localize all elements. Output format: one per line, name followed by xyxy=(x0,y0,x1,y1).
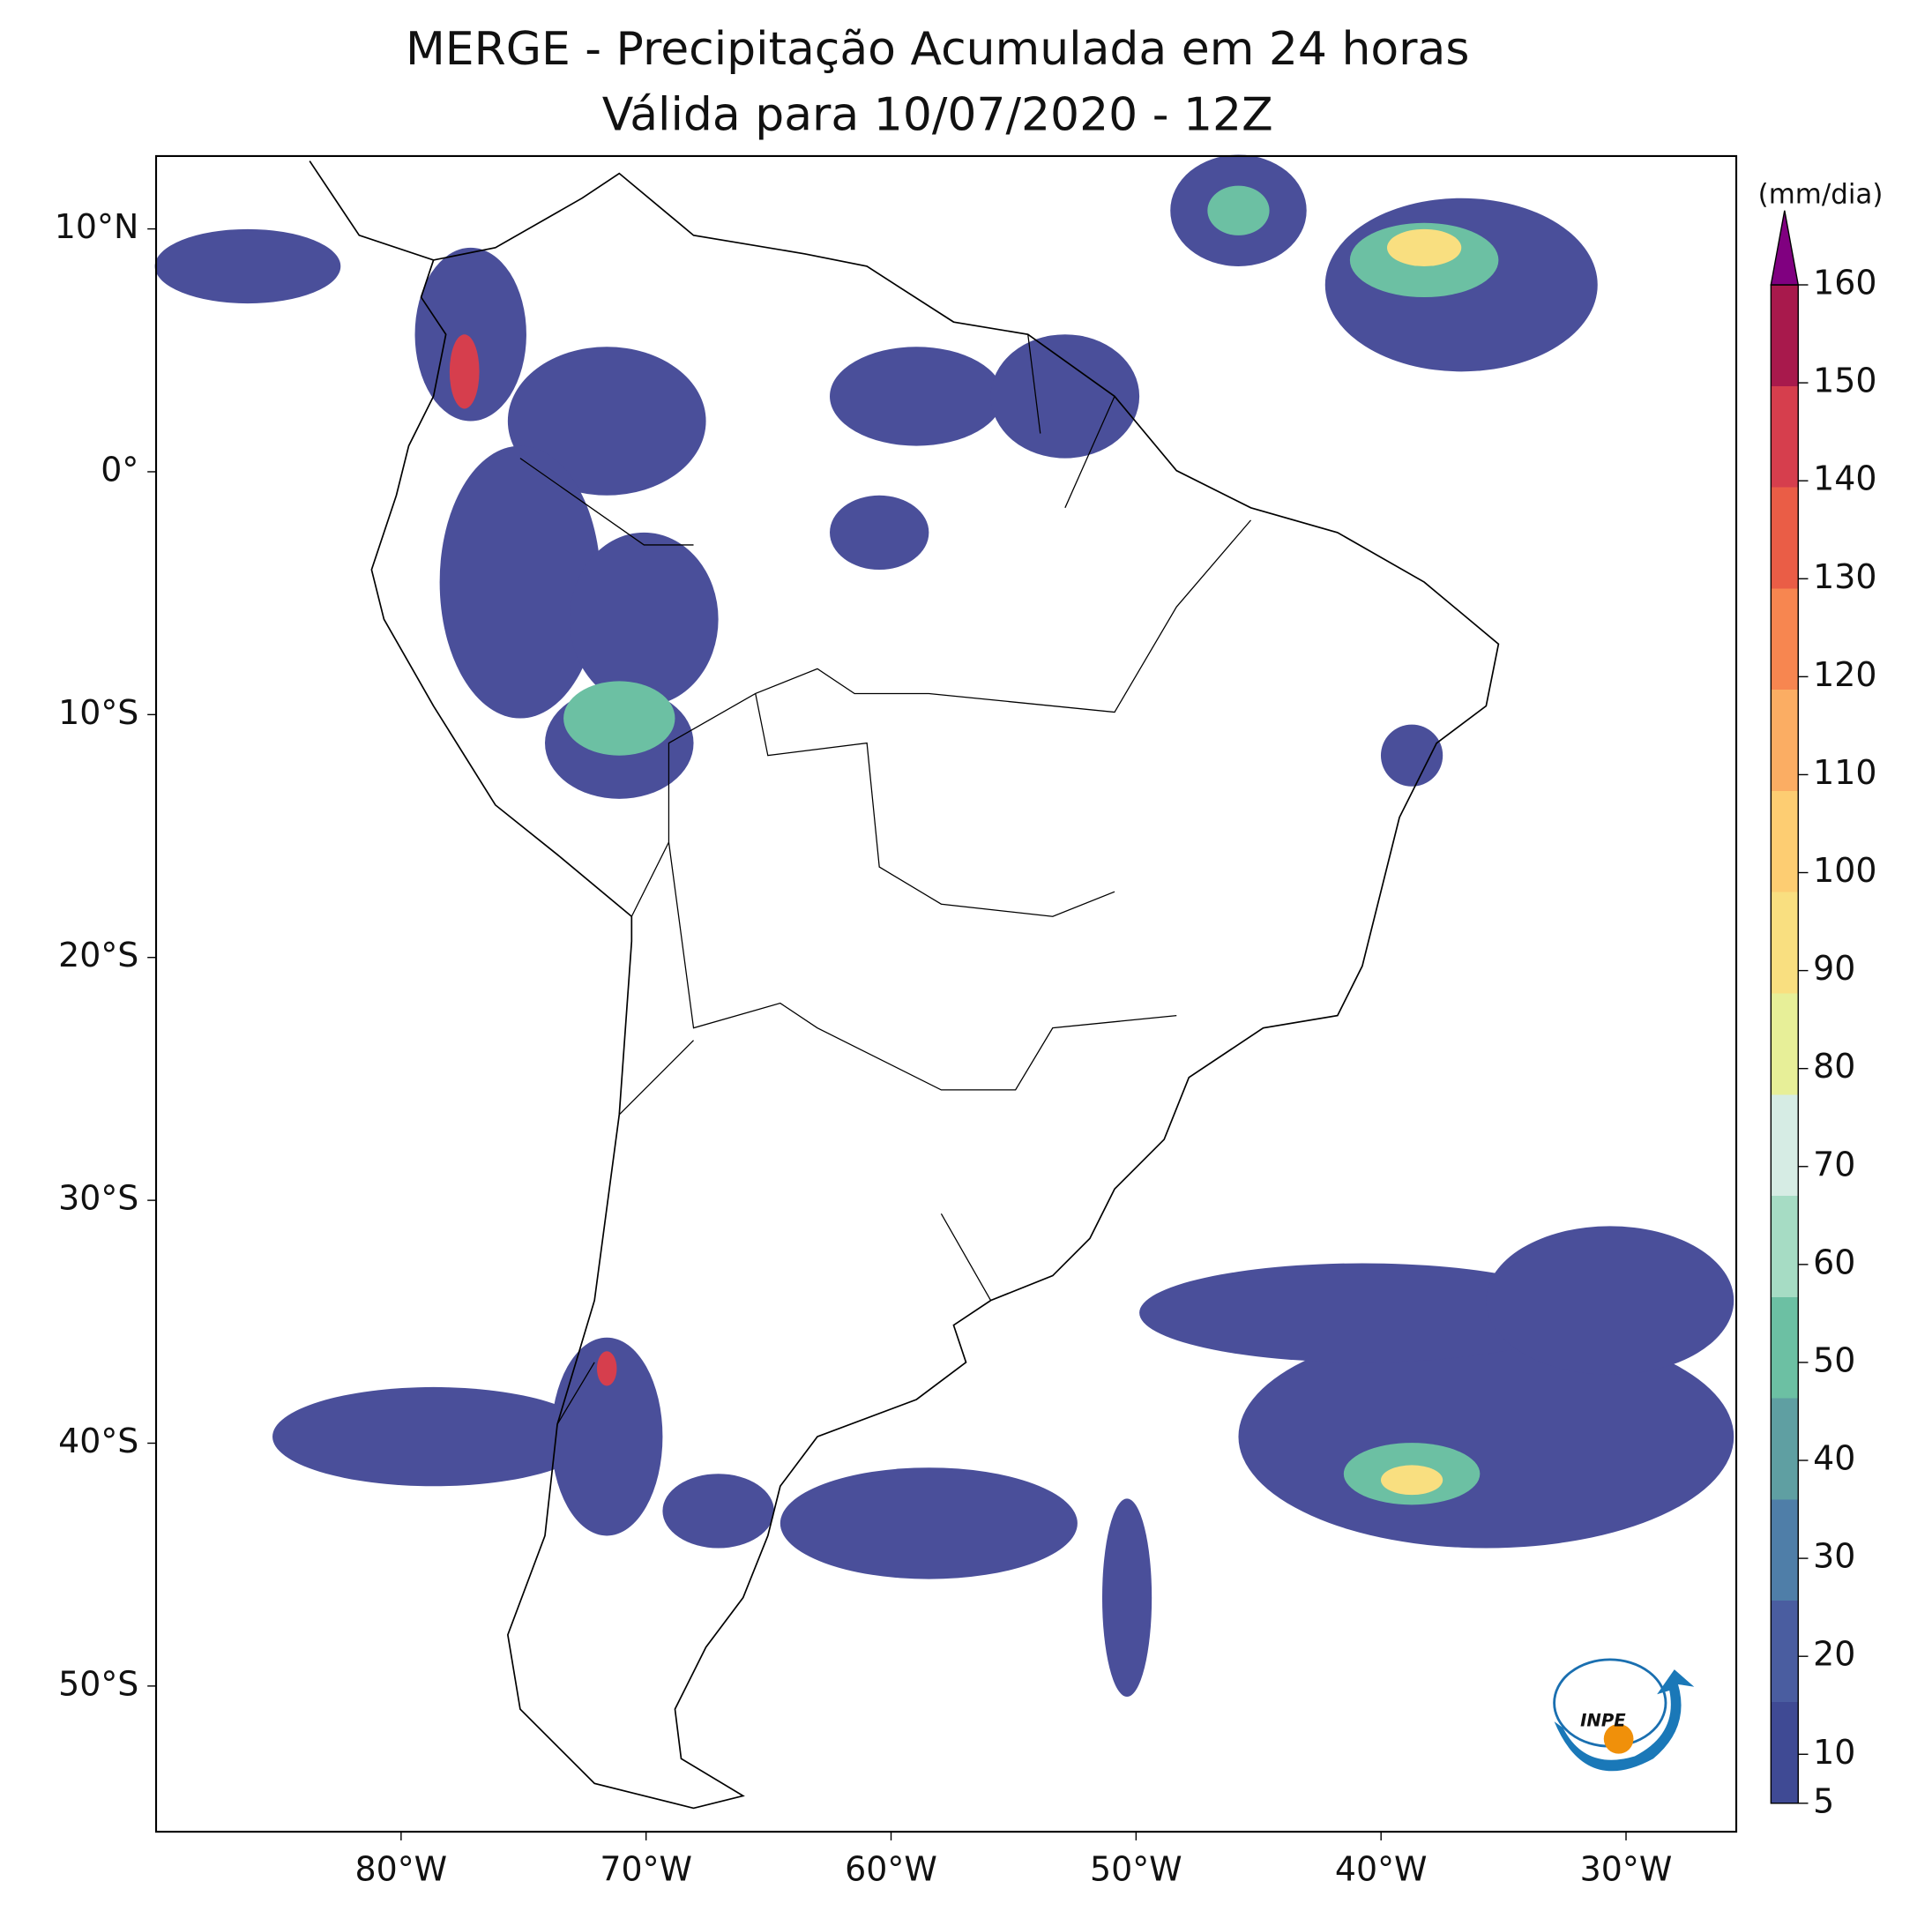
y-tick-label: 10°S xyxy=(58,693,138,732)
logo-text: INPE xyxy=(1580,1711,1626,1731)
colorbar-tick-label: 90 xyxy=(1813,949,1855,988)
colorbar-tick-label: 100 xyxy=(1813,851,1876,890)
x-tick-label: 80°W xyxy=(355,1850,448,1889)
colorbar-tick-label: 5 xyxy=(1813,1781,1834,1820)
colorbar-tick-label: 80 xyxy=(1813,1047,1855,1086)
y-tick-label: 30°S xyxy=(58,1179,138,1218)
x-tick-label: 70°W xyxy=(600,1850,692,1889)
colorbar xyxy=(1770,284,1799,1804)
map xyxy=(154,154,1738,1833)
colorbar-extend xyxy=(1770,210,1800,286)
colorbar-tick-label: 150 xyxy=(1813,362,1876,400)
x-tick-label: 30°W xyxy=(1580,1850,1673,1889)
chart-subtitle: Válida para 10/07/2020 - 12Z xyxy=(602,88,1273,141)
borders xyxy=(519,334,1251,1425)
precipitation xyxy=(154,154,1734,1698)
colorbar-tick-label: 30 xyxy=(1813,1537,1855,1576)
colorbar-tick-label: 40 xyxy=(1813,1439,1855,1478)
map-frame xyxy=(154,154,1738,1833)
colorbar-tick-label: 70 xyxy=(1813,1145,1855,1183)
x-tick-label: 60°W xyxy=(845,1850,937,1889)
x-tick-label: 50°W xyxy=(1090,1850,1182,1889)
y-tick-label: 0° xyxy=(101,450,138,489)
chart-title: MERGE - Precipitação Acumulada em 24 hor… xyxy=(406,23,1469,76)
x-tick-label: 40°W xyxy=(1335,1850,1428,1889)
logo: INPE xyxy=(1553,1658,1695,1772)
colorbar-tick-label: 110 xyxy=(1813,753,1876,792)
colorbar-tick-label: 120 xyxy=(1813,655,1876,694)
colorbar-label: (mm/dia) xyxy=(1758,178,1884,210)
colorbar-tick-label: 60 xyxy=(1813,1243,1855,1281)
colorbar-tick-label: 10 xyxy=(1813,1733,1855,1772)
y-tick-label: 20°S xyxy=(58,936,138,974)
colorbar-tick-label: 130 xyxy=(1813,557,1876,596)
colorbar-tick-label: 20 xyxy=(1813,1635,1855,1674)
y-tick-label: 10°N xyxy=(55,207,139,246)
heavy-precipitation xyxy=(449,185,1499,1505)
colorbar-tick-label: 50 xyxy=(1813,1340,1855,1379)
colorbar-tick-label: 160 xyxy=(1813,264,1876,302)
colorbar-tick-label: 140 xyxy=(1813,459,1876,498)
y-tick-label: 50°S xyxy=(58,1664,138,1703)
coastline xyxy=(309,160,1500,1810)
y-tick-label: 40°S xyxy=(58,1422,138,1460)
